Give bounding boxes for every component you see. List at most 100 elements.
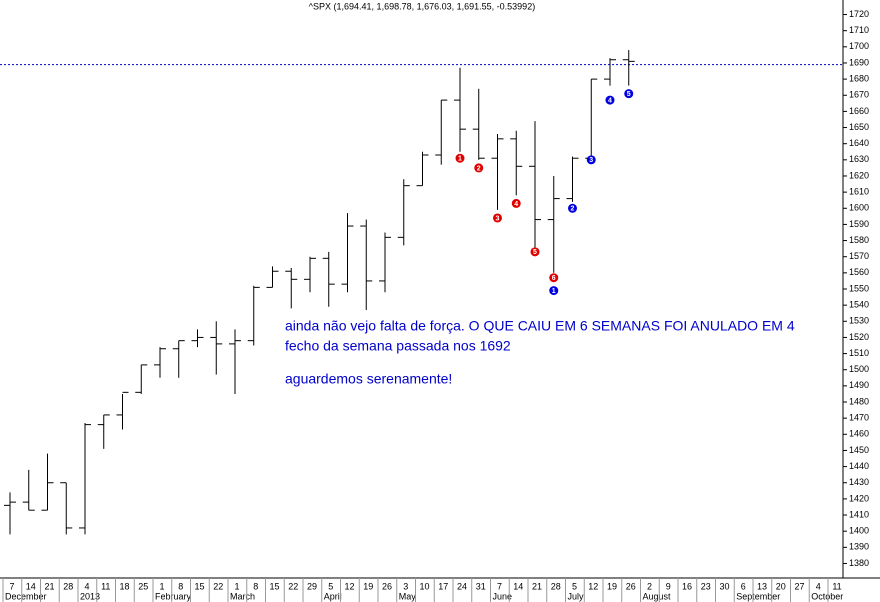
marker bbox=[455, 153, 465, 163]
x-tick-label: 10 bbox=[419, 581, 429, 591]
marker bbox=[586, 155, 596, 165]
x-tick-label: 14 bbox=[513, 581, 523, 591]
y-tick-label: 1580 bbox=[849, 235, 869, 245]
y-tick-label: 1710 bbox=[849, 25, 869, 35]
marker-label: 2 bbox=[477, 165, 481, 172]
y-tick-label: 1480 bbox=[849, 396, 869, 406]
x-tick-label: 12 bbox=[588, 581, 598, 591]
y-tick-label: 1680 bbox=[849, 73, 869, 83]
marker-label: 1 bbox=[552, 288, 556, 295]
month-label: August bbox=[643, 591, 672, 601]
marker bbox=[474, 163, 484, 173]
marker-label: 3 bbox=[496, 215, 500, 222]
x-tick-label: 17 bbox=[438, 581, 448, 591]
x-tick-label: 29 bbox=[307, 581, 317, 591]
note: fecho da semana passada nos 1692 bbox=[285, 338, 511, 354]
x-tick-label: 23 bbox=[701, 581, 711, 591]
month-label: March bbox=[230, 591, 255, 601]
x-tick-label: 24 bbox=[457, 581, 467, 591]
x-tick-label: 15 bbox=[194, 581, 204, 591]
x-tick-label: 13 bbox=[757, 581, 767, 591]
month-label: June bbox=[493, 591, 513, 601]
marker-label: 4 bbox=[608, 97, 612, 104]
x-tick-label: 3 bbox=[403, 581, 408, 591]
y-tick-label: 1400 bbox=[849, 526, 869, 536]
month-label: February bbox=[155, 591, 192, 601]
x-tick-label: 1 bbox=[234, 581, 239, 591]
y-tick-label: 1450 bbox=[849, 445, 869, 455]
y-tick-label: 1690 bbox=[849, 57, 869, 67]
marker bbox=[624, 89, 634, 99]
marker-label: 3 bbox=[589, 157, 593, 164]
y-tick-label: 1510 bbox=[849, 348, 869, 358]
chart-title: ^SPX (1,694.41, 1,698.78, 1,676.03, 1,69… bbox=[309, 1, 535, 11]
marker bbox=[605, 95, 615, 105]
y-tick-label: 1530 bbox=[849, 316, 869, 326]
x-tick-label: 27 bbox=[794, 581, 804, 591]
y-tick-label: 1560 bbox=[849, 267, 869, 277]
x-tick-label: 7 bbox=[9, 581, 14, 591]
marker bbox=[549, 286, 559, 296]
month-label: July bbox=[568, 591, 585, 601]
y-tick-label: 1610 bbox=[849, 187, 869, 197]
y-tick-label: 1630 bbox=[849, 154, 869, 164]
marker-label: 5 bbox=[627, 91, 631, 98]
y-tick-label: 1660 bbox=[849, 106, 869, 116]
y-tick-label: 1700 bbox=[849, 41, 869, 51]
marker bbox=[530, 247, 540, 257]
x-tick-label: 21 bbox=[532, 581, 542, 591]
y-tick-label: 1500 bbox=[849, 364, 869, 374]
x-tick-label: 11 bbox=[832, 581, 841, 591]
month-label: April bbox=[324, 591, 342, 601]
marker bbox=[511, 198, 521, 208]
note: aguardemos serenamente! bbox=[285, 371, 452, 387]
note: ainda não vejo falta de força. O QUE CAI… bbox=[285, 318, 795, 334]
x-tick-label: 30 bbox=[719, 581, 729, 591]
x-tick-label: 4 bbox=[84, 581, 89, 591]
x-tick-label: 31 bbox=[476, 581, 486, 591]
x-tick-label: 14 bbox=[26, 581, 36, 591]
x-tick-label: 20 bbox=[776, 581, 786, 591]
y-tick-label: 1540 bbox=[849, 300, 869, 310]
x-tick-label: 11 bbox=[101, 581, 110, 591]
x-tick-label: 26 bbox=[626, 581, 636, 591]
x-tick-label: 15 bbox=[269, 581, 279, 591]
y-tick-label: 1420 bbox=[849, 493, 869, 503]
month-label: October bbox=[811, 591, 843, 601]
x-tick-label: 28 bbox=[63, 581, 73, 591]
x-tick-label: 21 bbox=[44, 581, 54, 591]
x-tick-label: 18 bbox=[119, 581, 129, 591]
x-tick-label: 8 bbox=[253, 581, 258, 591]
y-tick-label: 1640 bbox=[849, 138, 869, 148]
marker-label: 1 bbox=[458, 156, 462, 163]
marker-label: 6 bbox=[552, 275, 556, 282]
y-tick-label: 1470 bbox=[849, 413, 869, 423]
y-tick-label: 1620 bbox=[849, 170, 869, 180]
x-tick-label: 6 bbox=[741, 581, 746, 591]
y-tick-label: 1590 bbox=[849, 219, 869, 229]
marker bbox=[493, 213, 502, 223]
x-tick-label: 5 bbox=[328, 581, 333, 591]
month-label: May bbox=[399, 591, 417, 601]
y-tick-label: 1600 bbox=[849, 203, 869, 213]
x-tick-label: 22 bbox=[213, 581, 223, 591]
y-tick-label: 1410 bbox=[849, 509, 869, 519]
y-tick-label: 1550 bbox=[849, 283, 869, 293]
x-tick-label: 8 bbox=[178, 581, 183, 591]
x-tick-label: 5 bbox=[572, 581, 577, 591]
x-tick-label: 1 bbox=[159, 581, 164, 591]
y-tick-label: 1430 bbox=[849, 477, 869, 487]
x-tick-label: 2 bbox=[647, 581, 652, 591]
x-tick-label: 9 bbox=[666, 581, 671, 591]
y-tick-label: 1390 bbox=[849, 542, 869, 552]
y-tick-label: 1520 bbox=[849, 332, 869, 342]
month-label: September bbox=[736, 591, 780, 601]
marker-label: 2 bbox=[571, 206, 575, 213]
y-tick-label: 1460 bbox=[849, 429, 869, 439]
x-tick-label: 22 bbox=[288, 581, 298, 591]
x-tick-label: 25 bbox=[138, 581, 148, 591]
x-tick-label: 7 bbox=[497, 581, 502, 591]
